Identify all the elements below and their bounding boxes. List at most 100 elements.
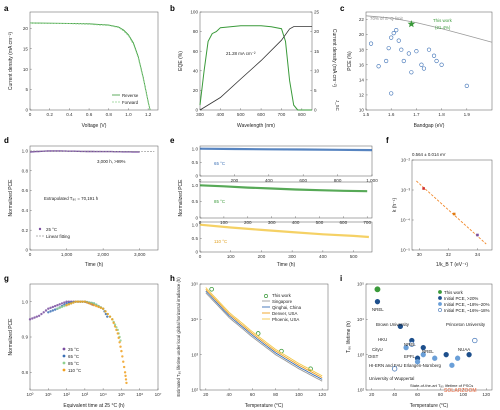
g-xtick-label: 10⁴ bbox=[100, 392, 107, 397]
i-point bbox=[472, 337, 478, 344]
g-legend-label: 25 °C bbox=[68, 347, 79, 352]
h-xtick-label: 60 bbox=[250, 392, 256, 397]
panel-e-label-110c: 110 °C bbox=[214, 239, 227, 244]
g-ytick-label: 0.8 bbox=[22, 370, 29, 375]
c-xtick-label: 1.8 bbox=[438, 112, 445, 117]
g-point bbox=[47, 307, 50, 310]
g-point bbox=[104, 310, 107, 313]
panel-b-xlabel: Wavelength (nm) bbox=[237, 123, 275, 129]
panel-i-ylabel: T₈₀ lifetime (h) bbox=[346, 321, 352, 353]
f-ytick-label: 10⁻³ bbox=[401, 188, 411, 193]
i-point bbox=[414, 359, 421, 365]
g-point bbox=[124, 374, 127, 378]
h-series-2 bbox=[205, 290, 323, 380]
a-xtick-label: 1.0 bbox=[125, 112, 132, 117]
g-point bbox=[51, 309, 55, 312]
g-point bbox=[121, 355, 124, 358]
c-ytick-label: 10 bbox=[359, 108, 365, 113]
g-legend-label: 110 °C bbox=[68, 368, 81, 373]
panel-e-ylabel: Normalized PCE bbox=[178, 179, 184, 217]
c-reported-point bbox=[419, 62, 424, 67]
panel-c-frame bbox=[365, 11, 493, 111]
c-reported-point bbox=[384, 58, 389, 64]
e1-xtick-label: 400 bbox=[292, 220, 300, 225]
g-xtick-label: 10⁰ bbox=[27, 392, 34, 397]
g-point bbox=[72, 301, 75, 304]
b2-ytick-label: 15 bbox=[314, 49, 320, 54]
g-point bbox=[49, 310, 52, 313]
g-point bbox=[125, 381, 128, 385]
i-xtick-label: 100 bbox=[460, 392, 468, 397]
panel-i-label-6: CityU bbox=[372, 347, 383, 352]
legend-forward: Forward bbox=[122, 100, 139, 105]
panel-i-xlabel: Temperature (°C) bbox=[410, 403, 449, 409]
e1-ytick-label: 0 bbox=[195, 216, 198, 221]
c-reported-point bbox=[464, 83, 469, 88]
panel-label-c: c bbox=[340, 4, 345, 13]
panel-i-label-9: NUAA bbox=[458, 347, 470, 352]
c-reported-point bbox=[406, 51, 411, 56]
b-xtick-label: 400 bbox=[217, 112, 225, 117]
i-legend-label: Initial PCE, >20% bbox=[444, 296, 478, 301]
g-point bbox=[42, 311, 45, 314]
panel-e-bottom-frame bbox=[199, 221, 373, 253]
g-point bbox=[92, 302, 96, 305]
d-series-linear-fit bbox=[29, 150, 155, 152]
g-point bbox=[35, 315, 39, 318]
b-ytick-label: 40 bbox=[193, 68, 199, 73]
e1-xtick-label: 200 bbox=[244, 220, 252, 225]
c-ytick-label: 18 bbox=[359, 47, 365, 52]
panel-e-xlabel: Time (h) bbox=[277, 262, 296, 268]
d-ytick-label: 0.2 bbox=[22, 228, 29, 233]
panel-i-label-11: University of Wuppertal bbox=[369, 376, 414, 381]
c-sq-limit-line bbox=[365, 15, 493, 43]
g-point bbox=[108, 315, 112, 318]
i-point bbox=[409, 341, 415, 347]
panel-i-label-7: OIST bbox=[368, 354, 379, 359]
g-point bbox=[124, 378, 128, 381]
i-point bbox=[374, 286, 381, 293]
panel-i-label-0: NREL bbox=[372, 307, 384, 312]
i-point bbox=[454, 355, 461, 361]
panel-d-frame bbox=[29, 145, 159, 251]
b-xtick-label: 800 bbox=[298, 112, 306, 117]
i-legend-marker bbox=[438, 302, 442, 306]
panel-g-frame bbox=[29, 283, 159, 391]
panel-c: PCE (%) Bandgap (eV) 1.5 1.6 1.7 1.8 1.9 10 12… bbox=[347, 11, 493, 129]
c-reported-point bbox=[426, 47, 432, 52]
panel-b-annotation: 21.28 mA cm⁻² bbox=[226, 51, 256, 56]
e2-xtick-label: 400 bbox=[319, 254, 327, 259]
g-point bbox=[111, 318, 114, 321]
e2-ytick-label: 0 bbox=[195, 250, 198, 255]
g-point bbox=[60, 302, 64, 305]
g-point bbox=[63, 301, 66, 304]
g-point bbox=[53, 304, 57, 308]
panel-g-ylabel: Normalized PCE bbox=[8, 318, 14, 356]
a-xtick-label: 0.4 bbox=[66, 112, 73, 117]
b2-ytick-label: 20 bbox=[314, 29, 320, 34]
i-xtick-label: 60 bbox=[415, 392, 421, 397]
g-point bbox=[76, 300, 80, 303]
g-point bbox=[119, 339, 122, 342]
c-xtick-label: 1.5 bbox=[363, 112, 370, 117]
h-xtick-label: 40 bbox=[227, 392, 233, 397]
panel-c-ylabel: PCE (%) bbox=[347, 51, 353, 71]
b-series-current-density bbox=[199, 26, 312, 111]
watermark: SOLARZOOM bbox=[444, 388, 477, 394]
e1-xtick-label: 700 bbox=[363, 220, 371, 225]
e2-xtick-label: 300 bbox=[288, 254, 296, 259]
i-legend-label: Initial PCE, ~16%–18% bbox=[444, 308, 490, 313]
a-ytick-label: 0 bbox=[25, 108, 28, 113]
panel-e-label-65c: 65 °C bbox=[214, 161, 225, 166]
g-point bbox=[40, 312, 43, 316]
g-point bbox=[37, 314, 41, 317]
g-point bbox=[104, 312, 108, 316]
i-point bbox=[443, 352, 449, 358]
panel-b-ylabel: EQE (%) bbox=[178, 51, 184, 71]
i-point bbox=[391, 366, 398, 372]
panel-a-frame bbox=[29, 11, 159, 111]
g-legend-marker bbox=[62, 354, 66, 358]
a-xtick-label: 0 bbox=[29, 112, 32, 117]
e0-ytick-label: 1.0 bbox=[192, 146, 199, 151]
